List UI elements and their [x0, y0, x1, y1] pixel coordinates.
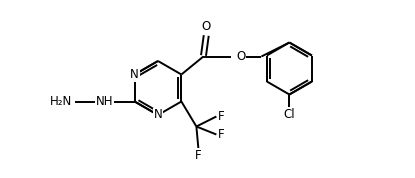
Text: H₂N: H₂N: [50, 95, 73, 108]
Text: O: O: [202, 20, 211, 33]
Text: F: F: [218, 110, 225, 123]
Text: N: N: [130, 68, 139, 81]
Text: F: F: [218, 128, 225, 141]
Text: F: F: [195, 149, 202, 162]
Text: Cl: Cl: [283, 108, 295, 121]
Text: N: N: [154, 109, 162, 122]
Text: O: O: [237, 50, 246, 63]
Text: NH: NH: [96, 95, 113, 108]
